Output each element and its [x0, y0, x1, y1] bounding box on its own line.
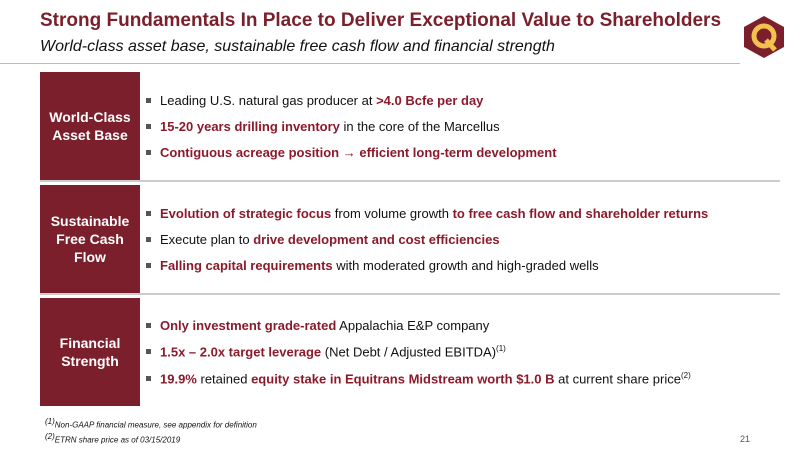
logo: [744, 16, 784, 58]
text-run: (Net Debt / Adjusted EBITDA): [321, 344, 497, 360]
text-run: Appalachia E&P company: [336, 318, 490, 334]
page-number: 21: [739, 434, 750, 444]
bullet-list: Evolution of strategic focus from volume…: [40, 185, 780, 293]
bullet: Evolution of strategic focus from volume…: [146, 206, 780, 221]
emphasis-text: Falling capital requirements: [160, 257, 333, 273]
logo-q: [751, 23, 777, 49]
bullet: 1.5x – 2.0x target leverage (Net Debt / …: [146, 344, 780, 360]
bullet: Leading U.S. natural gas producer at >4.…: [146, 93, 780, 108]
bullet: 15-20 years drilling inventory in the co…: [146, 119, 780, 134]
bullet: Contiguous acreage position → efficient …: [146, 145, 780, 160]
section: Sustainable Free Cash Flow Evolution of s…: [40, 185, 780, 295]
emphasis-text: Evolution of strategic focus: [160, 205, 332, 221]
section: Financial Strength Only investment grade-…: [40, 298, 780, 406]
bullet: 19.9% retained equity stake in Equitrans…: [146, 371, 780, 386]
section-label: Sustainable Free Cash Flow: [40, 185, 140, 293]
footnote-text: Non-GAAP financial measure, see appendix…: [54, 420, 257, 430]
footnotes: (1)Non-GAAP financial measure, see appen…: [45, 416, 257, 445]
text-run: from volume growth: [331, 205, 453, 221]
emphasis-text: 19.9%: [160, 370, 197, 386]
section: World-Class Asset Base Leading U.S. natur…: [40, 72, 780, 182]
emphasis-text: to free cash flow and shareholder return…: [452, 205, 709, 221]
logo-q-tail: [764, 38, 777, 52]
footnote: (1)Non-GAAP financial measure, see appen…: [45, 416, 257, 431]
logo-hex: [744, 16, 784, 58]
title: Strong Fundamentals In Place to Deliver …: [40, 10, 722, 31]
emphasis-text: 1.5x – 2.0x target leverage: [160, 344, 322, 360]
footnote: (2)ETRN share price as of 03/15/2019: [45, 431, 257, 446]
emphasis-text: drive development and cost efficiencies: [253, 231, 500, 247]
section-label: World-Class Asset Base: [40, 72, 140, 180]
bullet-list: Only investment grade-rated Appalachia E…: [40, 298, 780, 406]
text-run: retained: [196, 370, 252, 386]
text-run: in the core of the Marcellus: [339, 118, 500, 134]
emphasis-text: equity stake in Equitrans Midstream wort…: [251, 370, 555, 386]
bullet: Falling capital requirements with modera…: [146, 258, 780, 273]
text-run: with moderated growth and high-graded we…: [332, 257, 599, 273]
bullet-list: Leading U.S. natural gas producer at >4.…: [40, 72, 780, 180]
subtitle: World-class asset base, sustainable free…: [40, 38, 555, 55]
footnote-mark: (1): [45, 417, 55, 426]
text-run: (2): [680, 370, 691, 380]
emphasis-text: >4.0 Bcfe per day: [376, 92, 484, 108]
footnote-mark: (2): [45, 431, 55, 441]
emphasis-text: Contiguous acreage position → efficient …: [160, 144, 557, 160]
bullet: Only investment grade-rated Appalachia E…: [146, 318, 780, 333]
emphasis-text: Only investment grade-rated: [160, 318, 337, 334]
footnote-text: ETRN share price as of 03/15/2019: [54, 435, 181, 445]
text-run: at current share price: [554, 370, 681, 386]
text-run: (1): [496, 344, 506, 354]
sections: World-Class Asset Base Leading U.S. natur…: [40, 72, 780, 409]
section-label: Financial Strength: [40, 298, 140, 406]
text-run: Execute plan to: [160, 231, 254, 247]
divider: [0, 63, 740, 64]
bullet: Execute plan to drive development and co…: [146, 232, 780, 247]
emphasis-text: 15-20 years drilling inventory: [160, 118, 340, 134]
text-run: Leading U.S. natural gas producer at: [160, 92, 377, 108]
